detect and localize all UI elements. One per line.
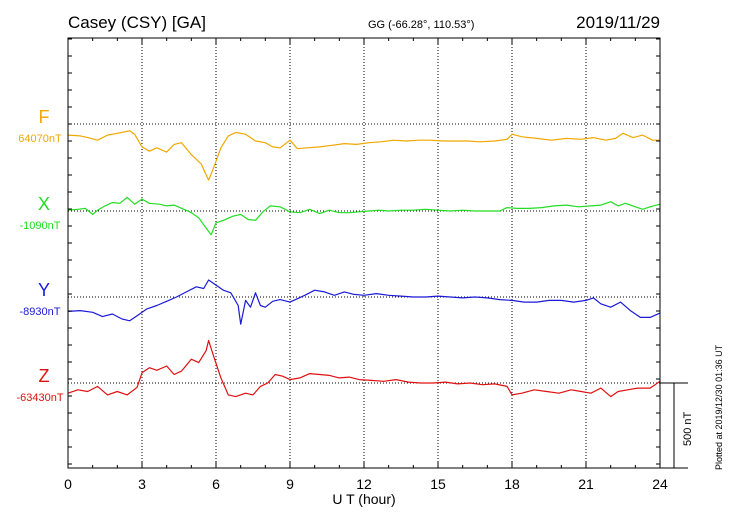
series-line-Y — [67, 279, 661, 325]
scale-bar: 500 nT — [660, 382, 694, 469]
x-tick-label-15: 15 — [430, 476, 446, 492]
x-tick-label-18: 18 — [504, 476, 520, 492]
series-line-F — [67, 130, 660, 181]
series-traces — [67, 130, 661, 398]
series-labels: F 64070nT X -1090nT Y -8930nT Z -63430nT — [16, 107, 63, 404]
station-title: Casey (CSY) [GA] — [68, 13, 206, 32]
x-tick-label-6: 6 — [212, 476, 220, 492]
series-name-Y: Y — [38, 280, 50, 300]
x-tick-label-24: 24 — [652, 476, 668, 492]
grid-lines — [141, 38, 587, 468]
series-baseline-Y: -8930nT — [20, 306, 61, 318]
plot-frame — [67, 37, 661, 469]
x-tick-label-3: 3 — [138, 476, 146, 492]
plotted-footnote: Plotted at 2019/12/30 01:36 UT — [714, 344, 724, 470]
x-axis-ticks: 0 3 6 9 12 15 18 21 24 — [64, 38, 668, 492]
series-baseline-Z: -63430nT — [16, 392, 63, 404]
series-name-X: X — [38, 194, 50, 214]
plot-date: 2019/11/29 — [576, 13, 660, 32]
x-tick-label-9: 9 — [286, 476, 294, 492]
series-baseline-F: 64070nT — [18, 133, 62, 145]
series-line-Z — [67, 339, 661, 398]
x-tick-label-0: 0 — [64, 476, 72, 492]
station-coordinates: GG (-66.28°, 110.53°) — [368, 19, 474, 31]
x-tick-label-12: 12 — [356, 476, 372, 492]
scale-bar-label: 500 nT — [682, 411, 694, 446]
series-line-X — [67, 196, 661, 236]
series-name-F: F — [39, 107, 50, 127]
series-baseline-X: -1090nT — [20, 220, 61, 232]
series-name-Z: Z — [39, 366, 50, 386]
x-axis-label: U T (hour) — [332, 491, 395, 507]
y-axis-ticks — [68, 38, 660, 465]
x-tick-label-21: 21 — [578, 476, 594, 492]
